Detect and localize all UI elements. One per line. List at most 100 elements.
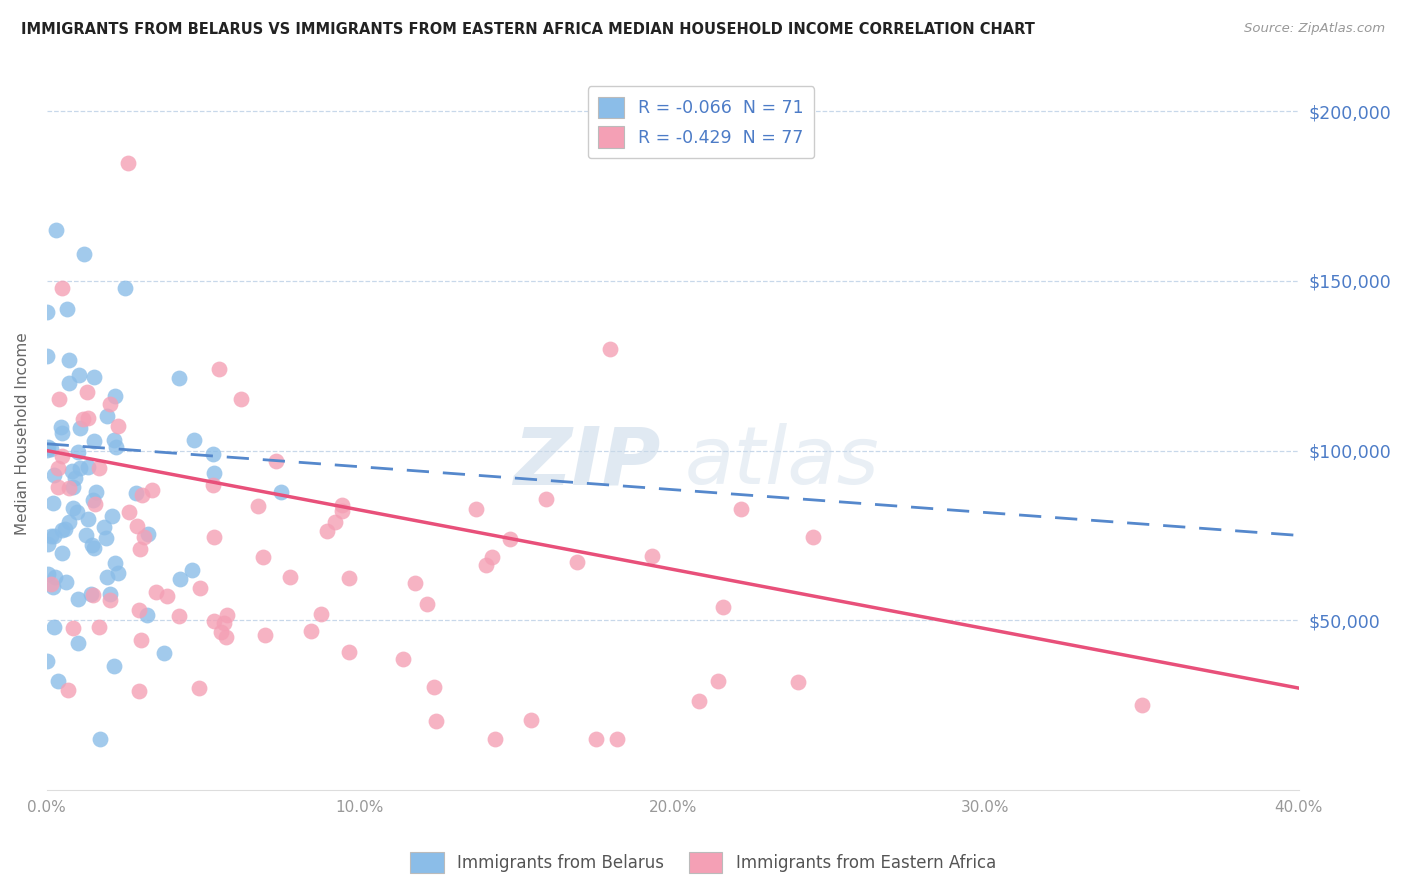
Point <box>128 684 150 698</box>
Point <box>104 441 127 455</box>
Point <box>640 549 662 563</box>
Point <box>128 541 150 556</box>
Point <box>45 223 67 237</box>
Point <box>77 460 100 475</box>
Point <box>83 497 105 511</box>
Point <box>1130 698 1153 712</box>
Point <box>252 550 274 565</box>
Point <box>278 569 301 583</box>
Point <box>76 384 98 399</box>
Point <box>51 425 73 440</box>
Point <box>169 572 191 586</box>
Point <box>585 731 607 746</box>
Point <box>107 566 129 580</box>
Text: Source: ZipAtlas.com: Source: ZipAtlas.com <box>1244 22 1385 36</box>
Point <box>330 498 353 512</box>
Point <box>209 624 232 639</box>
Point <box>128 602 150 616</box>
Point <box>499 532 522 546</box>
Point <box>60 464 83 478</box>
Point <box>202 466 225 480</box>
Point <box>58 516 80 530</box>
Point <box>266 453 288 467</box>
Point <box>96 531 118 545</box>
Point <box>246 499 269 513</box>
Point <box>39 529 62 543</box>
Point <box>404 575 426 590</box>
Point <box>35 654 58 668</box>
Point <box>464 501 486 516</box>
Point <box>66 636 89 650</box>
Point <box>606 731 628 746</box>
Point <box>82 493 104 508</box>
Point <box>117 156 139 170</box>
Point <box>93 520 115 534</box>
Point <box>42 496 65 510</box>
Point <box>82 538 104 552</box>
Point <box>51 281 73 295</box>
Point <box>76 512 98 526</box>
Point <box>337 645 360 659</box>
Point <box>66 505 89 519</box>
Point <box>66 445 89 459</box>
Point <box>730 501 752 516</box>
Point <box>534 491 557 506</box>
Point <box>688 694 710 708</box>
Point <box>202 530 225 544</box>
Point <box>98 397 121 411</box>
Point <box>474 558 496 572</box>
Point <box>215 630 238 644</box>
Point <box>711 600 734 615</box>
Point <box>62 501 84 516</box>
Point <box>567 556 589 570</box>
Point <box>599 342 621 356</box>
Point <box>63 470 86 484</box>
Point <box>484 731 506 746</box>
Point <box>42 468 65 483</box>
Text: atlas: atlas <box>685 423 880 501</box>
Point <box>69 461 91 475</box>
Point <box>270 485 292 500</box>
Point <box>125 519 148 533</box>
Point <box>98 587 121 601</box>
Point <box>330 504 353 518</box>
Point <box>82 588 104 602</box>
Point <box>80 587 103 601</box>
Point <box>103 433 125 447</box>
Point <box>118 505 141 519</box>
Y-axis label: Median Household Income: Median Household Income <box>15 332 30 535</box>
Point <box>167 609 190 624</box>
Point <box>316 524 339 538</box>
Point <box>801 530 824 544</box>
Point <box>707 673 730 688</box>
Point <box>299 624 322 638</box>
Point <box>37 442 59 457</box>
Point <box>167 371 190 385</box>
Point <box>87 461 110 475</box>
Point <box>134 530 156 544</box>
Point <box>48 392 70 406</box>
Point <box>49 420 72 434</box>
Point <box>107 418 129 433</box>
Point <box>104 557 127 571</box>
Point <box>53 522 76 536</box>
Point <box>35 349 58 363</box>
Point <box>69 368 91 383</box>
Point <box>77 410 100 425</box>
Point <box>56 683 79 698</box>
Point <box>181 563 204 577</box>
Point <box>215 608 238 623</box>
Point <box>323 515 346 529</box>
Point <box>202 478 225 492</box>
Point <box>48 673 70 688</box>
Point <box>254 628 277 642</box>
Point <box>83 541 105 556</box>
Point <box>520 713 543 727</box>
Legend: R = -0.066  N = 71, R = -0.429  N = 77: R = -0.066 N = 71, R = -0.429 N = 77 <box>588 87 814 158</box>
Point <box>37 537 59 551</box>
Point <box>201 447 224 461</box>
Point <box>58 481 80 495</box>
Point <box>416 597 439 611</box>
Point <box>73 247 96 261</box>
Point <box>46 480 69 494</box>
